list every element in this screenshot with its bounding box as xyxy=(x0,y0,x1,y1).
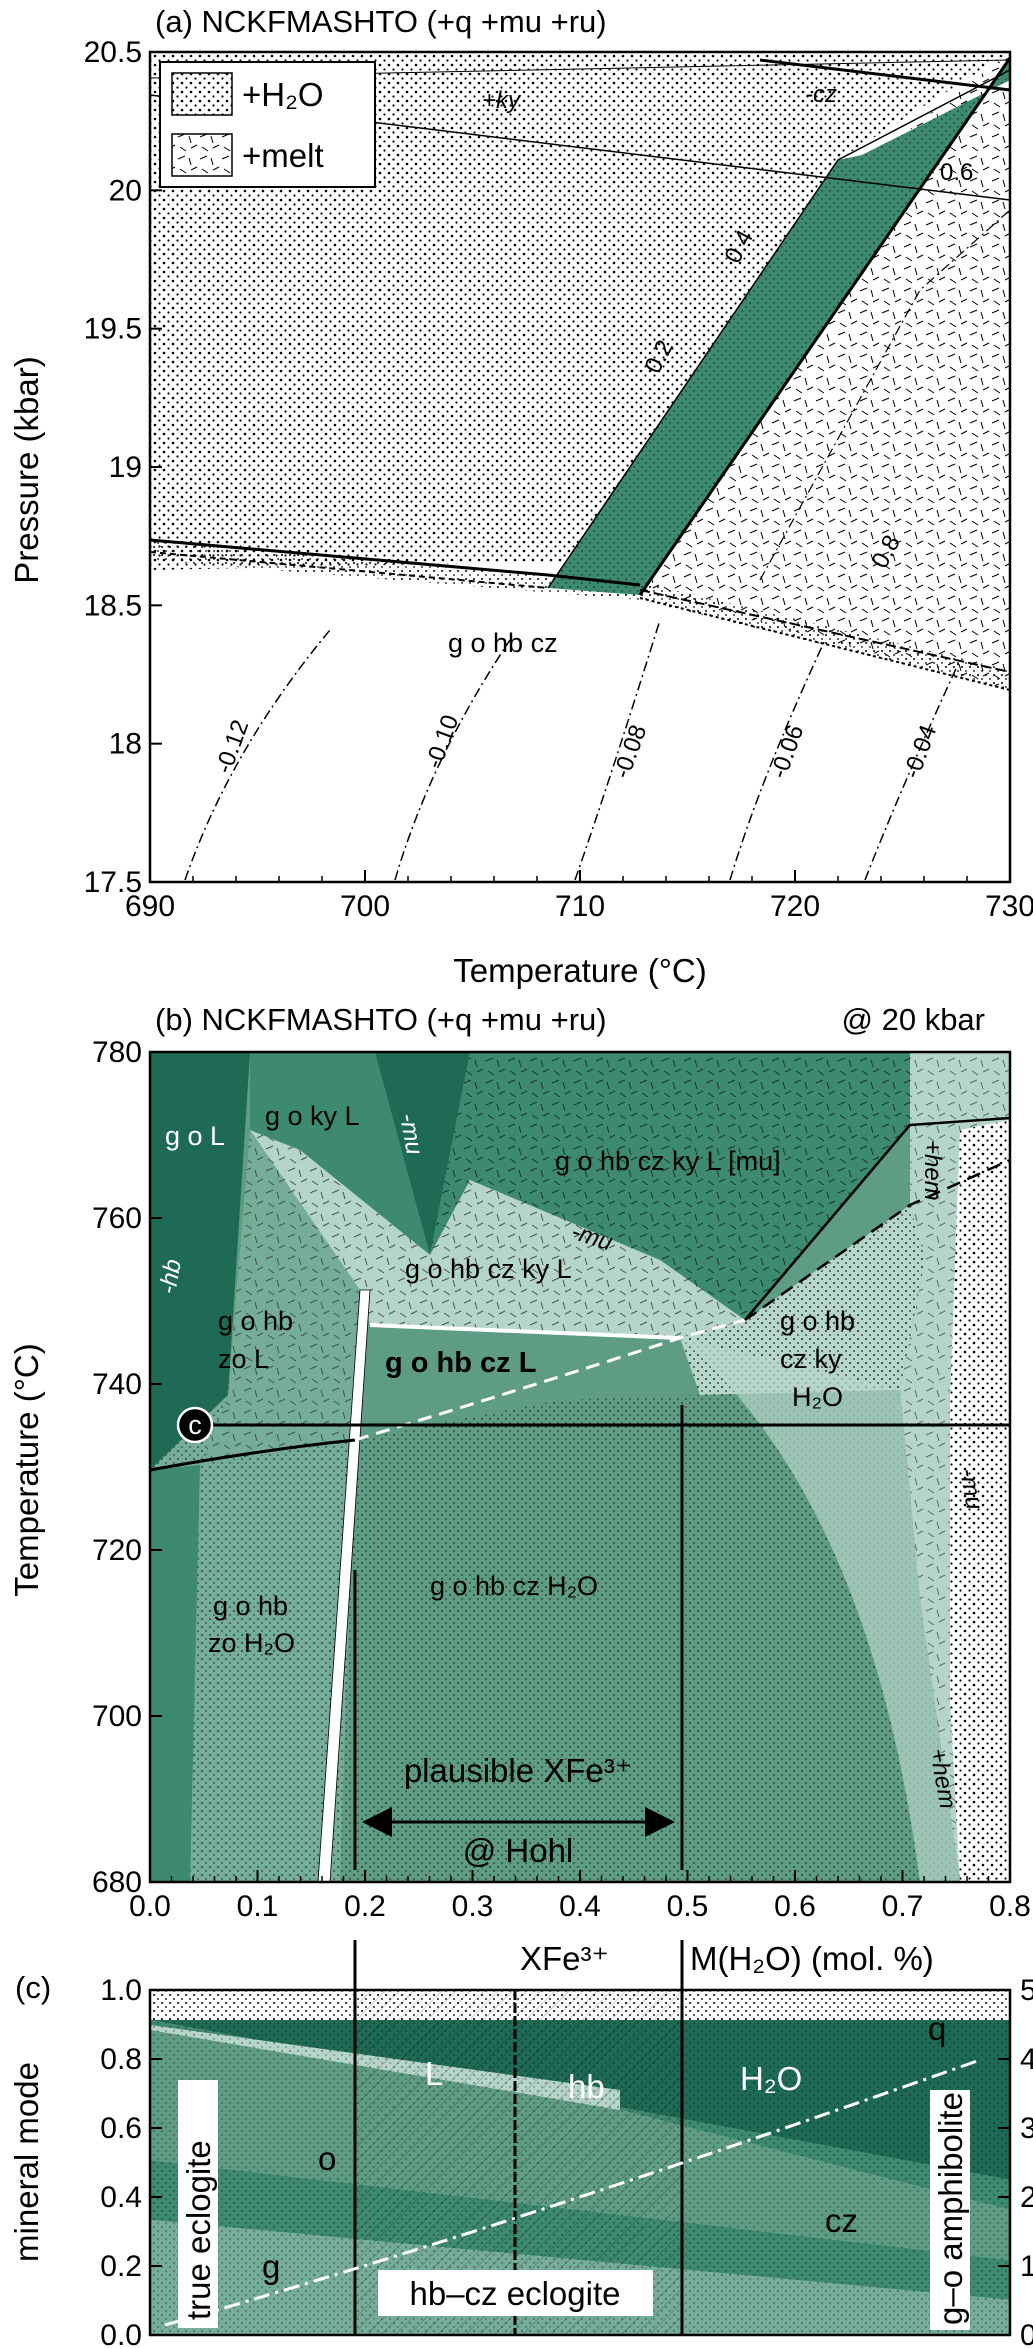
phase-l: L xyxy=(425,2055,443,2092)
a-ytick-label-6: 17.5 xyxy=(84,866,142,899)
b-xtick-label-6: 0.6 xyxy=(774,1890,816,1923)
field-gohbzoh2o-1: g o hb xyxy=(213,1591,288,1621)
label-hb: -hb xyxy=(154,1257,187,1296)
c2-ytick-label-4: 1 xyxy=(1020,2250,1033,2283)
b-ytick-label-5: 680 xyxy=(92,1866,142,1899)
a-xtick-label-2: 710 xyxy=(555,890,605,923)
field-gol: g o L xyxy=(165,1121,225,1151)
phase-o: o xyxy=(318,2140,336,2177)
iso-h2o-1: -0.10 xyxy=(420,711,464,772)
a-ytick-label-5: 18 xyxy=(109,728,142,761)
a-xtick-label-4: 730 xyxy=(985,890,1033,923)
panel-c-title: (c) xyxy=(15,1970,51,2005)
a-xtick-label-0: 690 xyxy=(125,890,175,923)
panel-c: (c) XFe³⁺ M(H₂O) (mol. %) L hb H₂O q o c… xyxy=(8,1940,1033,2348)
c2-ytick-label-5: 0 xyxy=(1020,2319,1033,2348)
label-cz: -cz xyxy=(805,81,837,108)
annotation-line1: plausible XFe³⁺ xyxy=(404,1752,632,1789)
b-ytick-label-0: 780 xyxy=(92,1036,142,1069)
b-ytick-label-1: 760 xyxy=(92,1202,142,1235)
side-left: true eclogite xyxy=(180,2140,217,2320)
panel-c-xlabel: XFe³⁺ xyxy=(520,1940,609,1977)
field-gohbzoh2o-2: zo H₂O xyxy=(208,1628,295,1658)
a-ytick-label-0: 20.5 xyxy=(84,36,142,69)
a-ytick-label-1: 20 xyxy=(109,174,142,207)
iso-h2o-2: -0.08 xyxy=(608,721,652,782)
b-ytick-label-3: 720 xyxy=(92,1534,142,1567)
marker-c-label: c xyxy=(188,1410,202,1440)
bottom-label: hb–cz eclogite xyxy=(410,2275,621,2312)
field-gohbczkyh2o-1: g o hb xyxy=(780,1306,855,1336)
panel-a: (a) NCKFMASHTO (+q +mu +ru) xyxy=(8,4,1033,989)
phase-q: q xyxy=(928,2010,946,2047)
field-gohbczh2o: g o hb cz H₂O xyxy=(430,1571,598,1601)
panel-a-title: (a) NCKFMASHTO (+q +mu +ru) xyxy=(155,4,607,39)
a-xtick-label-1: 700 xyxy=(340,890,390,923)
legend-h2o: +H₂O xyxy=(242,76,324,113)
panel-a-field-label: g o hb cz xyxy=(448,628,558,658)
panel-b: (b) NCKFMASHTO (+q +mu +ru) @ 20 kbar xyxy=(8,1002,1031,1923)
phase-hb: hb xyxy=(568,2068,605,2105)
b-xtick-label-0: 0.0 xyxy=(129,1890,171,1923)
iso-melt-2: 0.6 xyxy=(940,159,973,186)
c2-ytick-label-1: 4 xyxy=(1020,2043,1033,2076)
panel-a-ylabel: Pressure (kbar) xyxy=(8,356,45,583)
panel-a-legend: +H₂O +melt xyxy=(159,61,376,188)
panel-b-ylabel: Temperature (°C) xyxy=(8,1343,45,1596)
field-gohbczl: g o hb cz L xyxy=(385,1347,536,1379)
iso-h2o-4: -0.04 xyxy=(898,721,942,782)
panel-c-y2label: M(H₂O) (mol. %) xyxy=(690,1940,934,1977)
c-ytick-label-1: 0.8 xyxy=(100,2043,142,2076)
panel-a-xlabel: Temperature (°C) xyxy=(453,952,706,989)
c-ytick-label-3: 0.4 xyxy=(100,2181,142,2214)
b-xtick-label-4: 0.4 xyxy=(559,1890,601,1923)
a-ytick-label-4: 18.5 xyxy=(84,589,142,622)
label-ky: +ky xyxy=(482,87,522,114)
b-ytick-label-2: 740 xyxy=(92,1368,142,1401)
b-xtick-label-2: 0.2 xyxy=(344,1890,386,1923)
a-xtick-label-3: 720 xyxy=(770,890,820,923)
c-ytick-label-0: 1.0 xyxy=(100,1974,142,2007)
phase-g: g xyxy=(262,2248,280,2285)
panel-b-condition: @ 20 kbar xyxy=(842,1002,985,1037)
c-ytick-label-5: 0.0 xyxy=(100,2319,142,2348)
field-gohbczkylmu: g o hb cz ky L [mu] xyxy=(555,1146,781,1176)
field-gohbczkyh2o-3: H₂O xyxy=(792,1382,843,1412)
phase-h2o: H₂O xyxy=(740,2060,802,2097)
phase-cz: cz xyxy=(825,2202,858,2239)
b-xtick-label-3: 0.3 xyxy=(452,1890,494,1923)
c2-ytick-label-3: 2 xyxy=(1020,2181,1033,2214)
field-gohbczkyl: g o hb cz ky L xyxy=(405,1254,572,1284)
field-gokyl: g o ky L xyxy=(265,1101,360,1131)
annotation-line2: @ Hohl xyxy=(463,1832,574,1869)
legend-melt: +melt xyxy=(242,137,324,174)
b-xtick-label-8: 0.8 xyxy=(989,1890,1031,1923)
iso-h2o-3: -0.06 xyxy=(765,721,809,782)
marker-c xyxy=(176,1406,214,1444)
c-ytick-label-2: 0.6 xyxy=(100,2112,142,2145)
b-ytick-label-4: 700 xyxy=(92,1700,142,1733)
b-xtick-label-1: 0.1 xyxy=(237,1890,279,1923)
field-gohbzol-2: zo L xyxy=(218,1344,269,1374)
c-ytick-label-4: 0.2 xyxy=(100,2250,142,2283)
b-xtick-label-5: 0.5 xyxy=(667,1890,709,1923)
a-ytick-label-3: 19 xyxy=(109,451,142,484)
c2-ytick-label-2: 3 xyxy=(1020,2112,1033,2145)
panel-b-title: (b) NCKFMASHTO (+q +mu +ru) xyxy=(155,1002,607,1037)
a-ytick-label-2: 19.5 xyxy=(84,313,142,346)
panel-c-ylabel: mineral mode xyxy=(8,2062,45,2262)
c2-ytick-label-0: 5 xyxy=(1020,1974,1033,2007)
side-right: g–o amphibolite xyxy=(932,2092,969,2325)
panel-c-frame xyxy=(148,1988,1012,2337)
label-hem-top: +hem xyxy=(919,1140,946,1201)
field-gohbzol-1: g o hb xyxy=(218,1306,293,1336)
field-gohbczkyh2o-2: cz ky xyxy=(780,1344,842,1374)
b-xtick-label-7: 0.7 xyxy=(882,1890,924,1923)
